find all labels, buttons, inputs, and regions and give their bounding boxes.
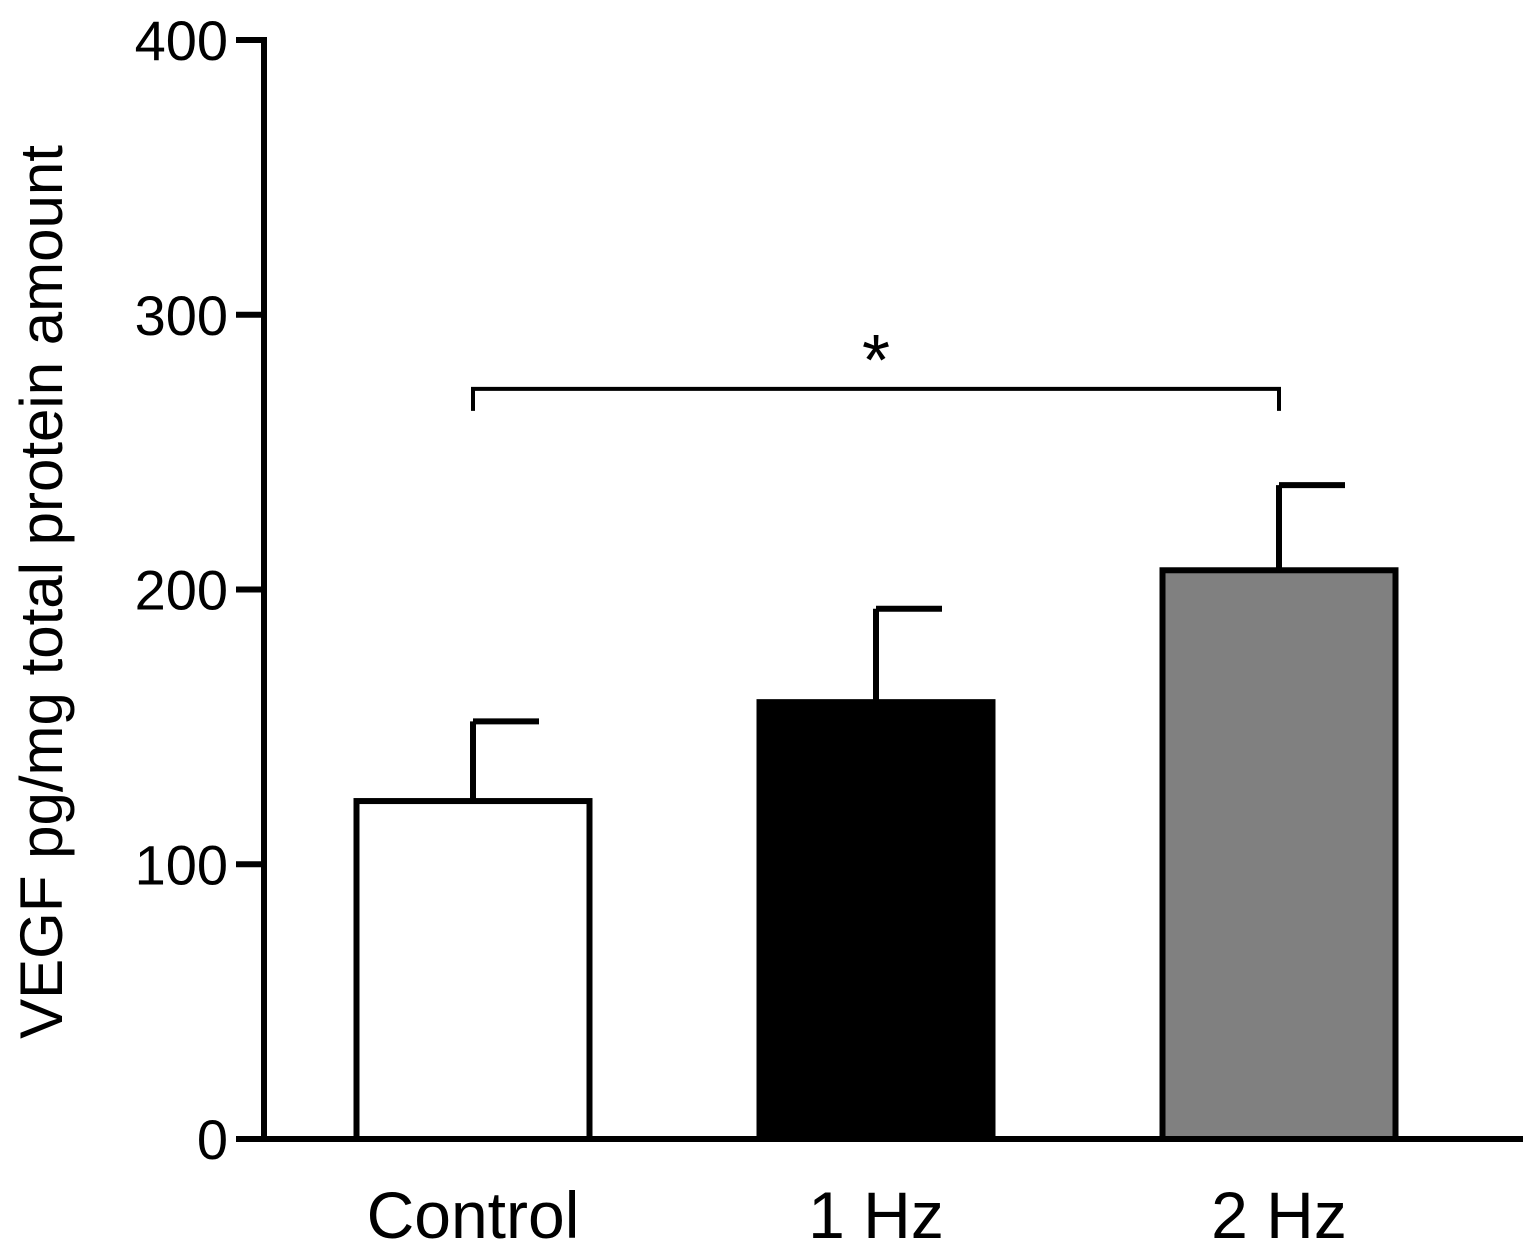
significance-star: * (862, 321, 890, 401)
bracket-line (471, 386, 1281, 411)
y-tick-label: 0 (197, 1108, 228, 1171)
bars (353, 567, 1399, 1143)
x-category-label: 2 Hz (1211, 1178, 1347, 1252)
y-axis-ticks: 0 100 200 300 400 (135, 9, 264, 1171)
error-bars (470, 482, 1345, 802)
bar (1159, 567, 1399, 1142)
y-tick-label: 200 (135, 559, 228, 622)
x-axis-labels: Control 1 Hz 2 Hz (367, 1178, 1347, 1252)
significance-bracket: * (471, 321, 1281, 411)
bar (353, 798, 593, 1142)
y-tick-label: 300 (135, 284, 228, 347)
y-tick-label: 100 (135, 833, 228, 896)
x-category-label: 1 Hz (808, 1178, 944, 1252)
x-category-label: Control (367, 1178, 580, 1252)
bar (756, 699, 996, 1143)
y-tick-label: 400 (135, 9, 228, 72)
y-axis-label: VEGF pg/mg total protein amount (8, 145, 75, 1039)
